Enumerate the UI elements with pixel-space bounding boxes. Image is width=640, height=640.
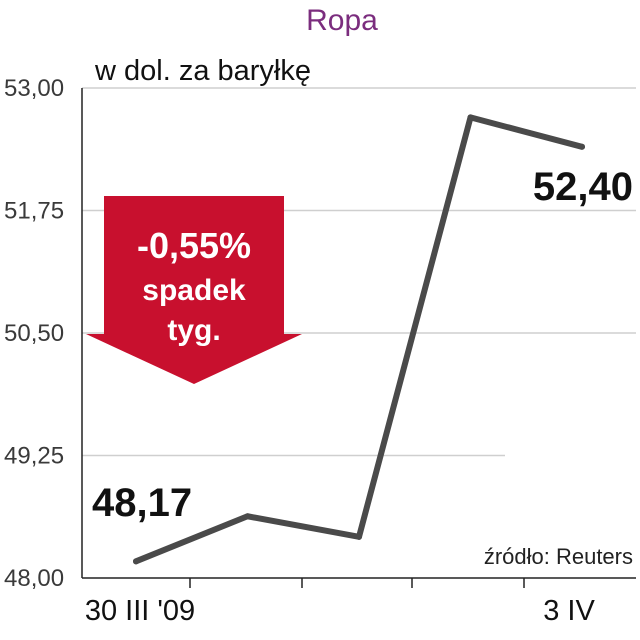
badge-tyg-text: tyg. [167,314,220,347]
down-arrow-badge [86,196,302,384]
axis-layer [81,88,636,588]
x-tick-label: 30 III '09 [85,595,195,627]
last-value-label: 52,40 [533,165,633,209]
y-tick-label: 51,75 [4,198,64,225]
chart-title: Ropa [306,4,378,37]
y-tick-labels: 53,00 51,75 50,50 49,25 48,00 [4,75,64,592]
data-point [467,114,474,121]
badge-change-text: -0,55% [137,225,251,266]
y-tick-label: 49,25 [4,443,64,470]
series-layer [133,114,585,565]
y-tick-label: 53,00 [4,75,64,102]
data-point [133,558,139,565]
y-axis-unit-label: w dol. za baryłkę [94,55,311,87]
weekly-change-badge: -0,55% spadek tyg. [86,196,302,384]
y-tick-label: 48,00 [4,565,64,592]
badge-spadek-text: spadek [142,274,246,307]
first-value-label: 48,17 [92,481,192,525]
x-tick-label: 3 IV [543,595,595,627]
data-point [244,513,251,520]
data-point [579,143,585,150]
data-point [356,533,362,540]
source-text: źródło: Reuters [484,544,633,569]
x-tick-labels: 30 III '09 3 IV [85,595,596,627]
y-tick-label: 50,50 [4,320,64,347]
